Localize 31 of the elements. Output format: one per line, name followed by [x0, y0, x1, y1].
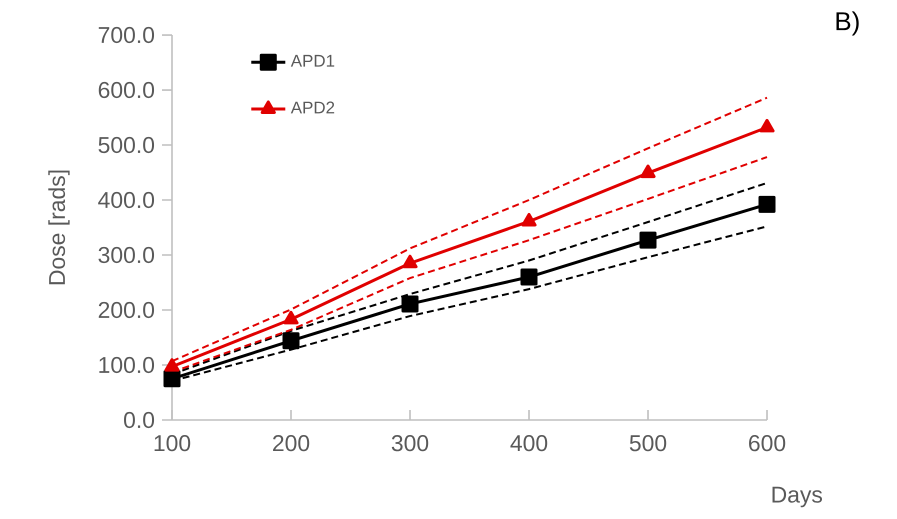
y-tick-label: 100.0 [99, 356, 154, 374]
point [402, 295, 419, 312]
y-tick-label: 700.0 [98, 26, 154, 44]
y-tick-label: 200.0 [98, 302, 154, 318]
point [521, 212, 537, 226]
x-tick-label: 100 [154, 435, 190, 452]
legend-label: APD1 [290, 54, 334, 67]
y-tick-label: 500.0 [98, 136, 154, 154]
point [282, 332, 300, 350]
x-axis-title: Days [772, 486, 822, 508]
x-tick-label: 600 [749, 435, 786, 452]
legend-label: APD2 [290, 102, 334, 114]
point [640, 232, 657, 249]
y-tick-label: 300.0 [98, 246, 154, 264]
point [164, 370, 180, 388]
y-tick-label: 0.0 [124, 412, 154, 428]
point [520, 268, 538, 286]
point [402, 254, 418, 268]
point [640, 164, 656, 178]
x-tick-label: 400 [510, 435, 548, 452]
x-tick-label: 500 [630, 435, 666, 452]
text: B) [836, 11, 859, 36]
y-tick-label: 600.0 [98, 82, 154, 98]
point [164, 358, 180, 372]
y-axis-title: Dose [rads] [48, 170, 70, 284]
y-tick-label: 400.0 [98, 192, 154, 208]
x-tick-label: 300 [392, 435, 428, 452]
point [758, 196, 776, 213]
point [283, 310, 299, 324]
point [759, 118, 775, 132]
x-tick-label: 200 [273, 435, 310, 452]
